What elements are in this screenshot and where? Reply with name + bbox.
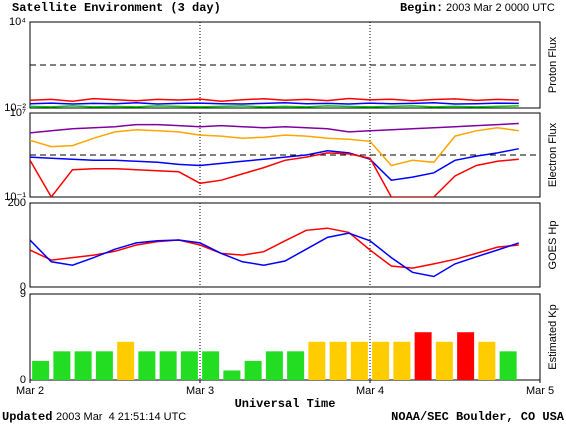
series-line bbox=[30, 102, 519, 105]
plot-area bbox=[32, 332, 517, 380]
kp-bar bbox=[329, 341, 347, 380]
kp-bar bbox=[159, 351, 177, 380]
kp-bar bbox=[95, 351, 113, 380]
kp-bar bbox=[202, 351, 220, 380]
y-tick-label: 10⁴ bbox=[9, 16, 26, 28]
kp-bar bbox=[393, 341, 411, 380]
kp-bar bbox=[308, 341, 326, 380]
panel-frame bbox=[29, 293, 541, 381]
updated-date: 2003 Mar 4 21:51:14 UTC bbox=[56, 411, 186, 423]
kp-bar bbox=[350, 341, 368, 380]
kp-bar bbox=[499, 351, 517, 380]
y-tick-label: 0 bbox=[20, 281, 26, 293]
series-line bbox=[30, 227, 519, 269]
y-tick-label: 10⁻¹ bbox=[4, 191, 26, 203]
plot-area bbox=[30, 122, 519, 197]
y-axis-label: Proton Flux bbox=[547, 36, 559, 93]
x-axis-label: Universal Time bbox=[235, 397, 336, 411]
series-line bbox=[30, 97, 519, 102]
updated-label: Updated bbox=[2, 410, 52, 424]
kp-bar bbox=[223, 370, 241, 380]
series-line bbox=[30, 126, 519, 167]
kp-bar bbox=[372, 341, 390, 380]
y-axis-label: Estimated Kp bbox=[547, 304, 559, 369]
chart-title: Satellite Environment (3 day) bbox=[12, 1, 221, 15]
credit: NOAA/SEC Boulder, CO USA bbox=[391, 410, 565, 424]
kp-bar bbox=[74, 351, 92, 380]
kp-bar bbox=[287, 351, 305, 380]
kp-bar bbox=[457, 332, 475, 380]
x-tick-label: Mar 3 bbox=[186, 385, 214, 397]
begin-date: 2003 Mar 2 0000 UTC bbox=[446, 2, 555, 14]
kp-bar bbox=[32, 360, 50, 380]
y-tick-label: 0 bbox=[20, 374, 26, 386]
kp-bar bbox=[53, 351, 71, 380]
series-line bbox=[30, 232, 520, 278]
y-tick-label: 10⁻² bbox=[4, 102, 26, 114]
kp-bar bbox=[244, 360, 262, 380]
y-tick-label: 200 bbox=[8, 197, 26, 209]
series-line bbox=[30, 105, 519, 108]
kp-bar bbox=[435, 341, 453, 380]
kp-bar bbox=[138, 351, 156, 380]
x-tick-label: Mar 2 bbox=[16, 385, 44, 397]
y-tick-label: 10⁷ bbox=[10, 107, 26, 119]
y-axis-label: GOES Hp bbox=[547, 221, 559, 270]
kp-bar bbox=[265, 351, 283, 380]
begin-label: Begin: bbox=[400, 1, 443, 15]
plot-area bbox=[30, 97, 519, 108]
kp-bar bbox=[117, 341, 135, 380]
kp-bar bbox=[414, 332, 432, 380]
series-line bbox=[30, 122, 519, 134]
kp-bar bbox=[478, 341, 496, 380]
y-tick-label: 9 bbox=[20, 288, 26, 300]
panel-frame bbox=[29, 202, 541, 288]
y-axis-label: Electron Flux bbox=[547, 122, 559, 187]
series-line bbox=[30, 147, 519, 181]
x-tick-label: Mar 5 bbox=[526, 385, 554, 397]
plot-area bbox=[30, 227, 520, 278]
kp-bar bbox=[180, 351, 198, 380]
series-line bbox=[30, 152, 519, 197]
x-tick-label: Mar 4 bbox=[356, 385, 384, 397]
